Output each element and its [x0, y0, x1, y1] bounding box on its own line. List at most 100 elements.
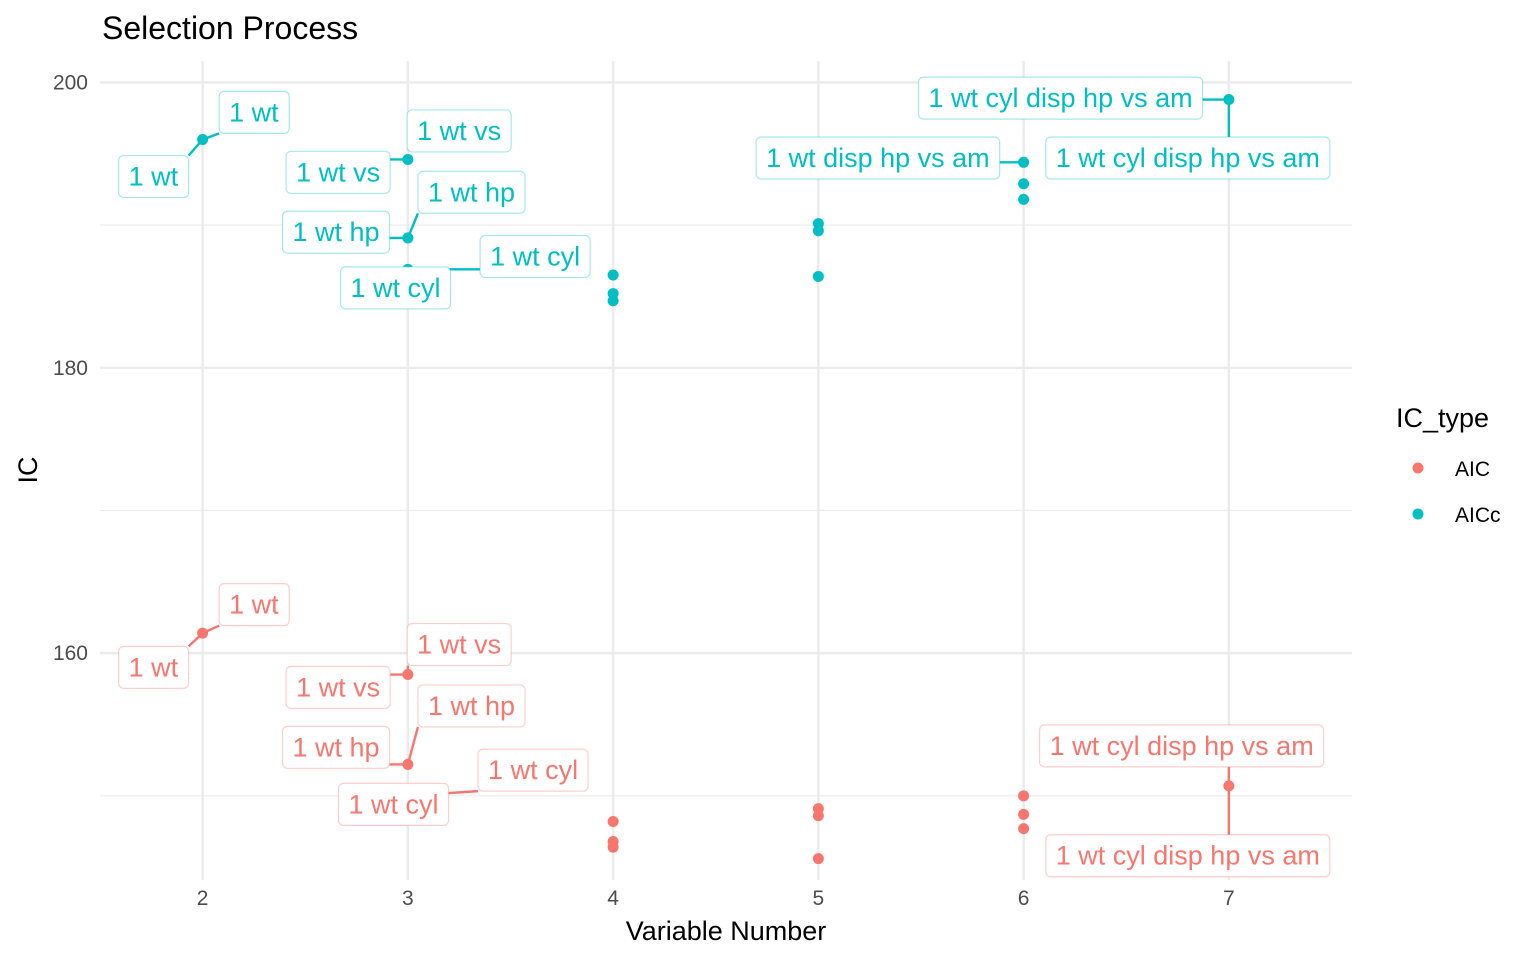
point-label-box — [339, 266, 452, 310]
point-label-box — [1045, 136, 1331, 180]
legend: IC_type AIC AICc — [1396, 403, 1501, 527]
point-labels: 1 wt 1 wt 1 wt vs 1 wt vs 1 wt hp 1 wt hp 1 wt… — [117, 76, 1331, 878]
point-label-text: 1 wt — [129, 652, 179, 682]
point-label-box — [285, 150, 391, 194]
point-label-box — [477, 748, 589, 792]
y-axis-title: IC — [13, 457, 43, 484]
data-point-aicc — [402, 232, 414, 244]
point-label-box — [285, 665, 391, 709]
data-point-aicc — [1018, 193, 1030, 205]
legend-key-aic — [1412, 462, 1424, 474]
point-label-box — [406, 622, 512, 667]
data-point-aic — [607, 841, 619, 853]
point-label-box — [218, 90, 290, 134]
point-label-box — [117, 154, 190, 199]
point-label: 1 wt hp — [417, 684, 526, 728]
data-point-aicc — [1223, 94, 1235, 106]
data-point-aic — [1018, 790, 1030, 802]
point-label-text: 1 wt cyl disp hp vs am — [1056, 841, 1320, 871]
point-label-box — [117, 645, 190, 690]
data-points — [197, 94, 1235, 865]
point-label-box — [337, 782, 450, 826]
chart-title: Selection Process — [102, 10, 358, 46]
y-tick-label: 160 — [53, 642, 88, 665]
legend-title: IC_type — [1396, 403, 1489, 433]
data-point-aicc — [812, 270, 824, 282]
point-label-box — [218, 583, 290, 627]
x-tick-label: 2 — [197, 887, 209, 910]
point-label-text: 1 wt disp hp vs am — [766, 143, 990, 173]
data-point-aicc — [1018, 178, 1030, 190]
point-label-text: 1 wt cyl — [488, 755, 578, 785]
point-label-text: 1 wt hp — [293, 732, 380, 762]
point-label-text: 1 wt hp — [293, 217, 380, 247]
point-label-box — [755, 136, 1001, 180]
data-point-aic — [402, 758, 414, 770]
point-label: 1 wt vs — [285, 150, 391, 194]
point-label-box — [281, 210, 391, 254]
point-label: 1 wt — [218, 90, 290, 134]
point-label-text: 1 wt hp — [428, 691, 515, 721]
point-label-text: 1 wt — [229, 590, 279, 620]
point-label-box — [417, 170, 526, 214]
point-label-box — [1045, 834, 1331, 878]
data-point-aicc — [1018, 156, 1030, 168]
point-label-text: 1 wt hp — [428, 177, 515, 207]
data-point-aic — [812, 853, 824, 865]
point-label: 1 wt cyl disp hp vs am — [917, 76, 1204, 120]
point-label: 1 wt hp — [417, 170, 526, 214]
point-label-text: 1 wt cyl disp hp vs am — [1050, 731, 1314, 761]
legend-label: AICc — [1455, 504, 1501, 527]
x-axis-ticks: 2 3 4 5 6 7 — [197, 887, 1235, 910]
x-tick-label: 7 — [1223, 887, 1235, 910]
point-label-box — [1038, 724, 1325, 768]
point-label: 1 wt cyl — [337, 782, 450, 826]
point-label: 1 wt — [117, 645, 190, 690]
point-label-text: 1 wt vs — [417, 116, 501, 146]
data-point-aicc — [607, 269, 619, 281]
point-label: 1 wt hp — [281, 210, 391, 254]
point-label: 1 wt vs — [406, 622, 512, 667]
point-label: 1 wt cyl disp hp vs am — [1045, 834, 1331, 878]
point-label-text: 1 wt cyl — [490, 241, 580, 271]
data-point-aic — [197, 627, 209, 639]
point-label-text: 1 wt vs — [417, 630, 501, 660]
point-label-text: 1 wt cyl — [348, 789, 438, 819]
x-tick-label: 4 — [607, 887, 619, 910]
point-label-text: 1 wt — [229, 97, 279, 127]
point-label: 1 wt cyl — [339, 266, 452, 310]
y-axis-ticks: 160 180 200 — [53, 71, 88, 665]
point-label-box — [406, 109, 512, 153]
point-label-text: 1 wt vs — [296, 157, 380, 187]
y-tick-label: 200 — [53, 71, 88, 94]
point-label: 1 wt — [218, 583, 290, 627]
point-label-box — [417, 684, 526, 728]
x-axis-title: Variable Number — [626, 916, 827, 946]
point-label-text: 1 wt cyl — [351, 273, 441, 303]
point-label-text: 1 wt cyl disp hp vs am — [1056, 143, 1320, 173]
point-label: 1 wt cyl — [479, 234, 591, 279]
data-point-aicc — [812, 225, 824, 237]
x-tick-label: 6 — [1018, 887, 1030, 910]
legend-key-aicc — [1412, 508, 1424, 520]
point-label: 1 wt vs — [285, 665, 391, 709]
point-label-box — [917, 76, 1204, 120]
point-label-box — [281, 725, 391, 769]
point-label: 1 wt — [117, 154, 190, 199]
data-point-aic — [1018, 808, 1030, 820]
point-label: 1 wt vs — [406, 109, 512, 153]
data-point-aicc — [402, 153, 414, 165]
data-point-aic — [1018, 823, 1030, 835]
leader-line — [406, 726, 420, 765]
point-label: 1 wt hp — [281, 725, 391, 769]
point-label-box — [479, 234, 591, 279]
data-point-aic — [812, 810, 824, 822]
y-tick-label: 180 — [53, 357, 88, 380]
x-tick-label: 5 — [813, 887, 825, 910]
point-label: 1 wt cyl disp hp vs am — [1045, 136, 1331, 180]
point-label-text: 1 wt — [129, 162, 179, 192]
point-label-text: 1 wt cyl disp hp vs am — [929, 83, 1193, 113]
data-point-aic — [607, 816, 619, 827]
point-label: 1 wt disp hp vs am — [755, 136, 1001, 180]
point-label: 1 wt cyl — [477, 748, 589, 792]
